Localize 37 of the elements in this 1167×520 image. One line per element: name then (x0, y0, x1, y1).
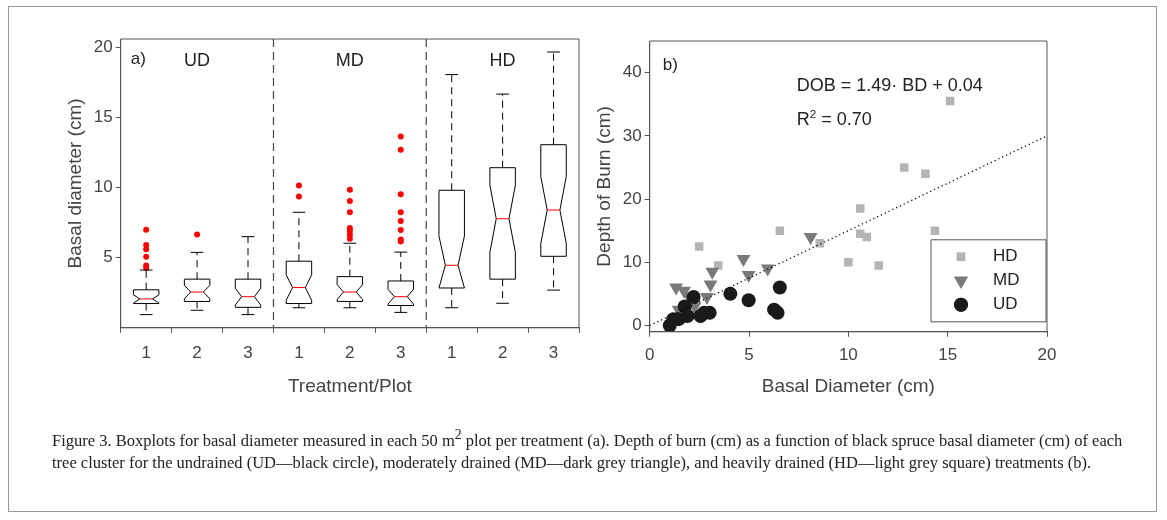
y-tick-label: 10 (93, 177, 113, 197)
legend-label: UD (993, 294, 1018, 314)
x-tick-label: 2 (345, 342, 355, 362)
x-tick-label: 0 (644, 344, 655, 364)
x-tick-label: 1 (141, 342, 151, 362)
caption: Figure 3. Boxplots for basal diameter measured in each 50 m$^{2}$ plot per treatment (a). Depth of burn (cm) as a function of black spruce basal diameter (cm) of each tree cluster for the undrained (UD—black circle), moderately drained (MD—dark grey triangle), and heavily drained (HD—light grey square) treatments (b). (52, 426, 1124, 474)
x-tick-label: 10 (838, 344, 858, 364)
x-tick-label: 3 (548, 342, 559, 362)
x-tick-label: 2 (192, 342, 202, 362)
x-axis-title: Basal Diameter (cm) (761, 374, 935, 396)
y-tick-label: 15 (93, 107, 113, 127)
y-tick-label: 5 (103, 247, 113, 267)
annotation: UD (184, 50, 211, 70)
y-axis-title: Basal diameter (cm) (63, 98, 85, 269)
annotation: MD (335, 50, 364, 70)
y-tick-label: 10 (622, 251, 642, 271)
x-tick-label: 15 (938, 344, 958, 364)
legend-label: MD (993, 270, 1020, 290)
legend-label: HD (993, 246, 1018, 266)
x-tick-label: 3 (396, 342, 406, 362)
x-tick-label: 5 (744, 344, 754, 364)
x-tick-label: 1 (446, 342, 457, 362)
annotation: HD (489, 50, 516, 70)
y-tick-label: 30 (622, 125, 642, 145)
y-tick-label: 20 (622, 188, 642, 208)
x-tick-label: 2 (497, 342, 508, 362)
x-tick-label: 20 (1037, 344, 1057, 364)
x-axis-title: Treatment/Plot (287, 374, 413, 396)
annotation: a) (130, 49, 146, 68)
y-tick-label: 40 (622, 62, 642, 82)
x-tick-label: 3 (243, 342, 253, 362)
annotation: DOB = 1.49· BD + 0.04 (796, 75, 983, 95)
annotation: b) (662, 55, 678, 74)
y-tick-label: 20 (93, 37, 113, 57)
y-tick-label: 0 (632, 315, 642, 335)
y-axis-title: Depth of Burn (cm) (592, 106, 614, 267)
x-tick-label: 1 (294, 342, 304, 362)
